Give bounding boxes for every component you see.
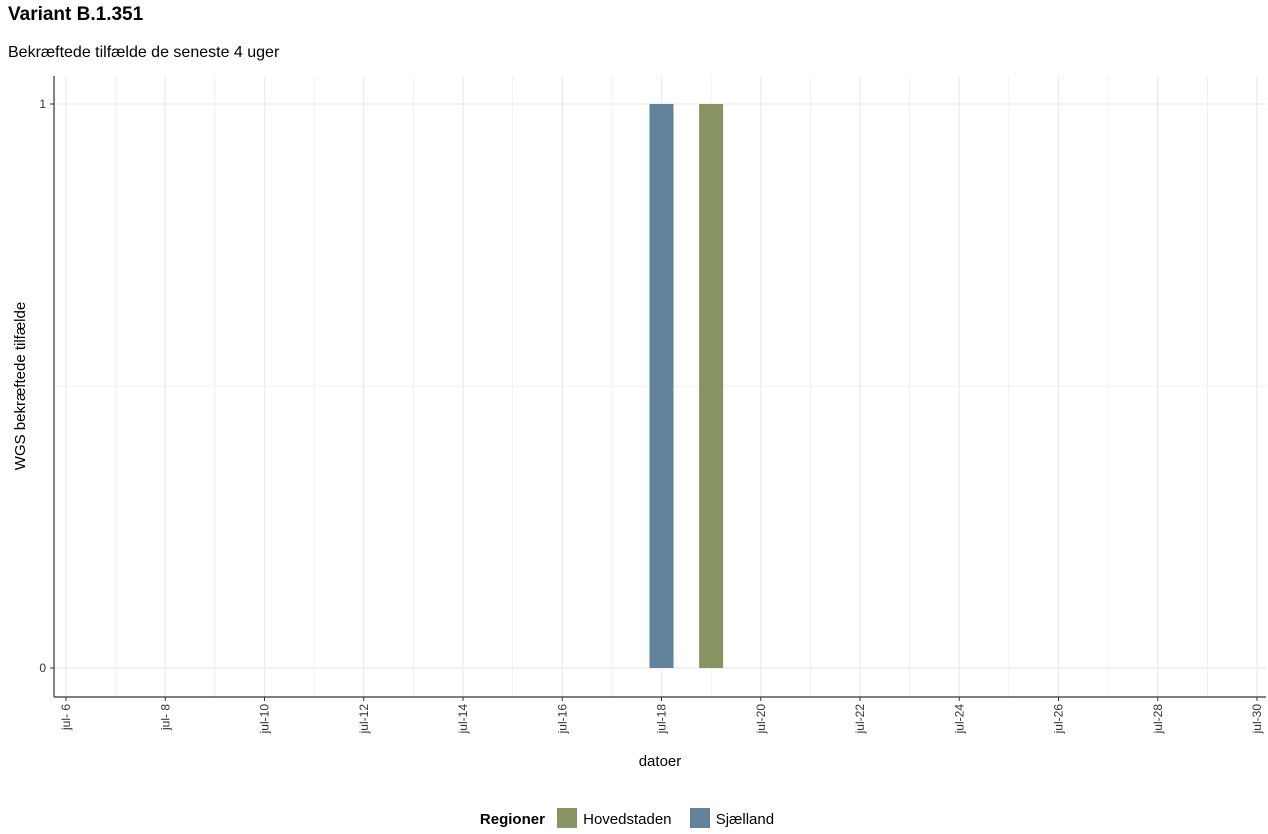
chart-svg: 0 1 jul- 6 jul- 8 jul-10 jul-12 jul-14 jul-16 ju… (12, 76, 1266, 770)
x-tick-label: jul-18 (655, 704, 669, 735)
bar (649, 104, 674, 668)
legend-label-sjaelland: Sjælland (715, 811, 775, 828)
x-tick-label: jul-10 (258, 704, 272, 735)
y-tick-label: 1 (39, 97, 46, 111)
x-tick-label: jul-26 (1052, 704, 1066, 735)
legend: Regioner Hovedstaden Sjælland (0, 808, 1268, 828)
bars (649, 104, 724, 668)
legend-title: Regioner (479, 811, 545, 828)
x-tick-label: jul-28 (1151, 704, 1165, 735)
legend-key-hovedstaden (557, 808, 578, 828)
x-tick-label: jul-24 (952, 704, 966, 735)
legend-label-hovedstaden: Hovedstaden (583, 811, 672, 828)
x-tick-label: jul- 8 (158, 704, 172, 731)
y-axis-title: WGS bekræftede tilfælde (12, 302, 29, 470)
axes: 0 1 jul- 6 jul- 8 jul-10 jul-12 jul-14 jul-16 ju… (39, 76, 1266, 734)
x-tick-label: jul- 6 (59, 704, 73, 731)
chart-subtitle: Bekræftede tilfælde de seneste 4 uger (8, 44, 280, 61)
y-tick-label: 0 (39, 661, 46, 675)
x-tick-label: jul-12 (357, 704, 371, 735)
x-tick-label: jul-20 (754, 704, 768, 735)
bar (699, 104, 724, 668)
x-axis-title: datoer (639, 753, 682, 770)
x-tick-label: jul-30 (1250, 704, 1264, 735)
legend-key-sjaelland (689, 808, 710, 828)
chart-title: Variant B.1.351 (8, 4, 144, 25)
x-tick-label: jul-22 (853, 704, 867, 735)
x-tick-label: jul-14 (456, 704, 470, 735)
x-tick-label: jul-16 (555, 704, 569, 735)
